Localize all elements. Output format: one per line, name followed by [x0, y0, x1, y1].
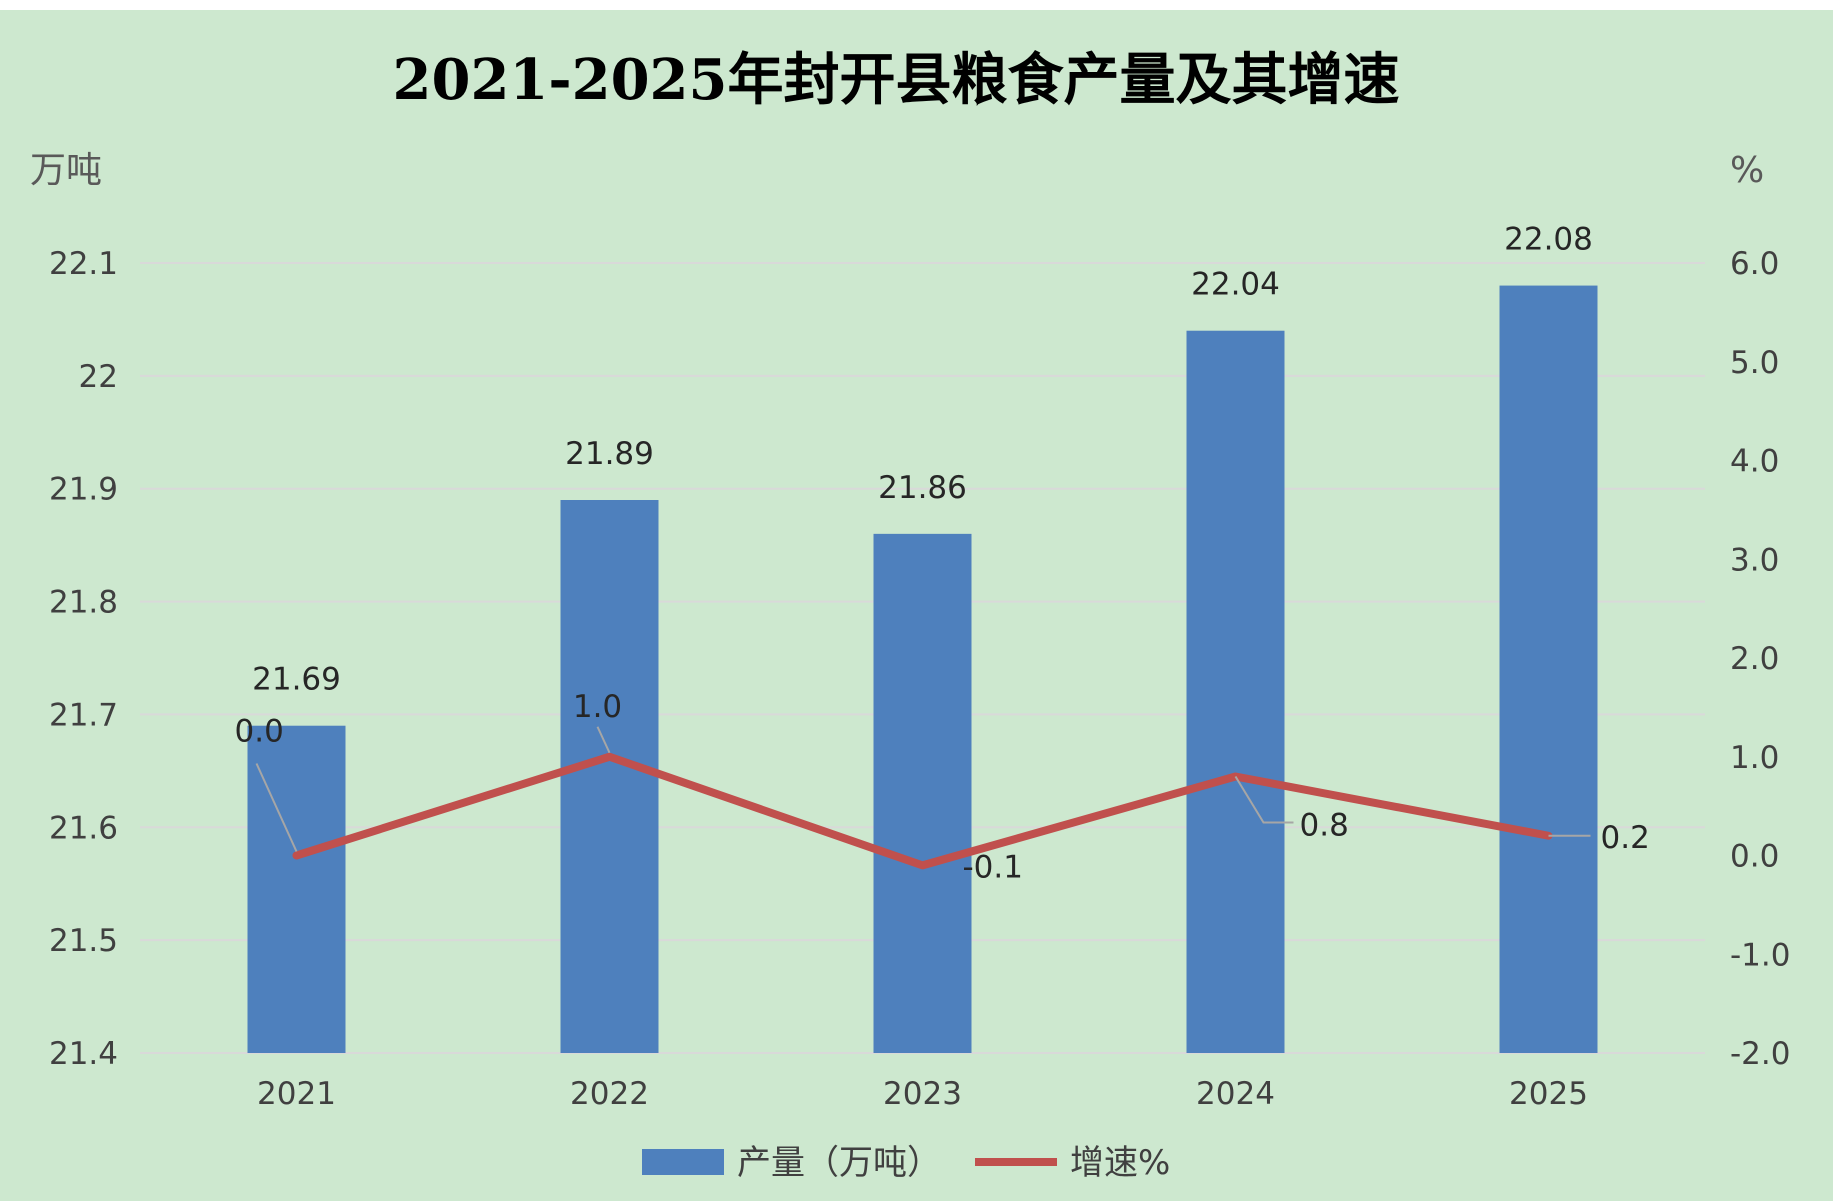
bar-value-label: 21.89: [565, 436, 654, 472]
axis-labels: 21.4 21.5 21.6 21.7 21.8 21.9 22 22.1 -2.0 -1.0 0.…: [49, 246, 1791, 1112]
bar: [1499, 285, 1598, 1054]
left-axis-tick: 22: [79, 359, 118, 395]
bar: [560, 500, 659, 1053]
left-axis-unit: 万吨: [30, 150, 102, 191]
bar-series: [247, 285, 1598, 1054]
legend-label-line: 增速%: [1070, 1143, 1170, 1183]
x-axis-tick: 2022: [570, 1076, 649, 1112]
right-axis-tick: 2.0: [1730, 641, 1779, 677]
left-axis-tick: 22.1: [49, 246, 118, 282]
chart-title: 2021-2025年封开县粮食产量及其增速: [393, 47, 1400, 113]
leader-line: [255, 763, 298, 852]
legend: 产量（万吨） 增速%: [642, 1143, 1170, 1183]
growth-value-label: -0.1: [963, 849, 1024, 885]
right-axis-tick: 4.0: [1730, 444, 1779, 480]
left-axis-tick: 21.4: [49, 1036, 118, 1072]
bar-value-label: 22.08: [1504, 222, 1593, 258]
data-labels: 21.69 21.89 21.86 22.04 22.08 0.0 1.0 -0.1 0.8 0.…: [235, 222, 1650, 886]
right-axis-tick: -2.0: [1730, 1036, 1791, 1072]
left-axis-tick: 21.6: [49, 810, 118, 846]
right-axis-tick: 3.0: [1730, 542, 1779, 578]
right-axis-tick: 6.0: [1730, 246, 1779, 282]
bar-value-label: 21.86: [878, 470, 967, 506]
bar-value-label: 21.69: [252, 662, 341, 698]
x-axis-tick: 2021: [257, 1076, 336, 1112]
left-axis-tick: 21.9: [49, 472, 118, 508]
growth-value-label: 0.0: [235, 714, 284, 750]
right-axis-tick: 0.0: [1730, 839, 1779, 875]
growth-line: [292, 752, 1553, 870]
bar-value-label: 22.04: [1191, 267, 1280, 303]
legend-label-bar: 产量（万吨）: [737, 1143, 941, 1183]
leader-line: [1234, 775, 1294, 824]
left-axis-tick: 21.5: [49, 923, 118, 959]
x-axis-tick: 2024: [1196, 1076, 1275, 1112]
x-axis-tick: 2023: [883, 1076, 962, 1112]
bar: [873, 533, 972, 1053]
left-axis-tick: 21.8: [49, 585, 118, 621]
legend-swatch-bar: [642, 1149, 724, 1175]
right-axis-unit: %: [1730, 150, 1764, 191]
chart-area: 2021-2025年封开县粮食产量及其增速 万吨 % 21.69 21.89 21.…: [0, 10, 1833, 1201]
growth-value-label: 1.0: [573, 689, 622, 725]
right-axis-tick: 5.0: [1730, 345, 1779, 381]
leader-line: [596, 726, 611, 754]
bar: [1186, 330, 1285, 1053]
x-axis-tick: 2025: [1509, 1076, 1588, 1112]
right-axis-tick: 1.0: [1730, 740, 1779, 776]
right-axis-tick: -1.0: [1730, 937, 1791, 973]
chart-svg: 2021-2025年封开县粮食产量及其增速 万吨 % 21.6921.8921.…: [30, 47, 1791, 1183]
left-axis-tick: 21.7: [49, 697, 118, 733]
growth-value-label: 0.2: [1601, 820, 1650, 856]
growth-value-label: 0.8: [1300, 808, 1349, 844]
line-series: [292, 752, 1553, 870]
